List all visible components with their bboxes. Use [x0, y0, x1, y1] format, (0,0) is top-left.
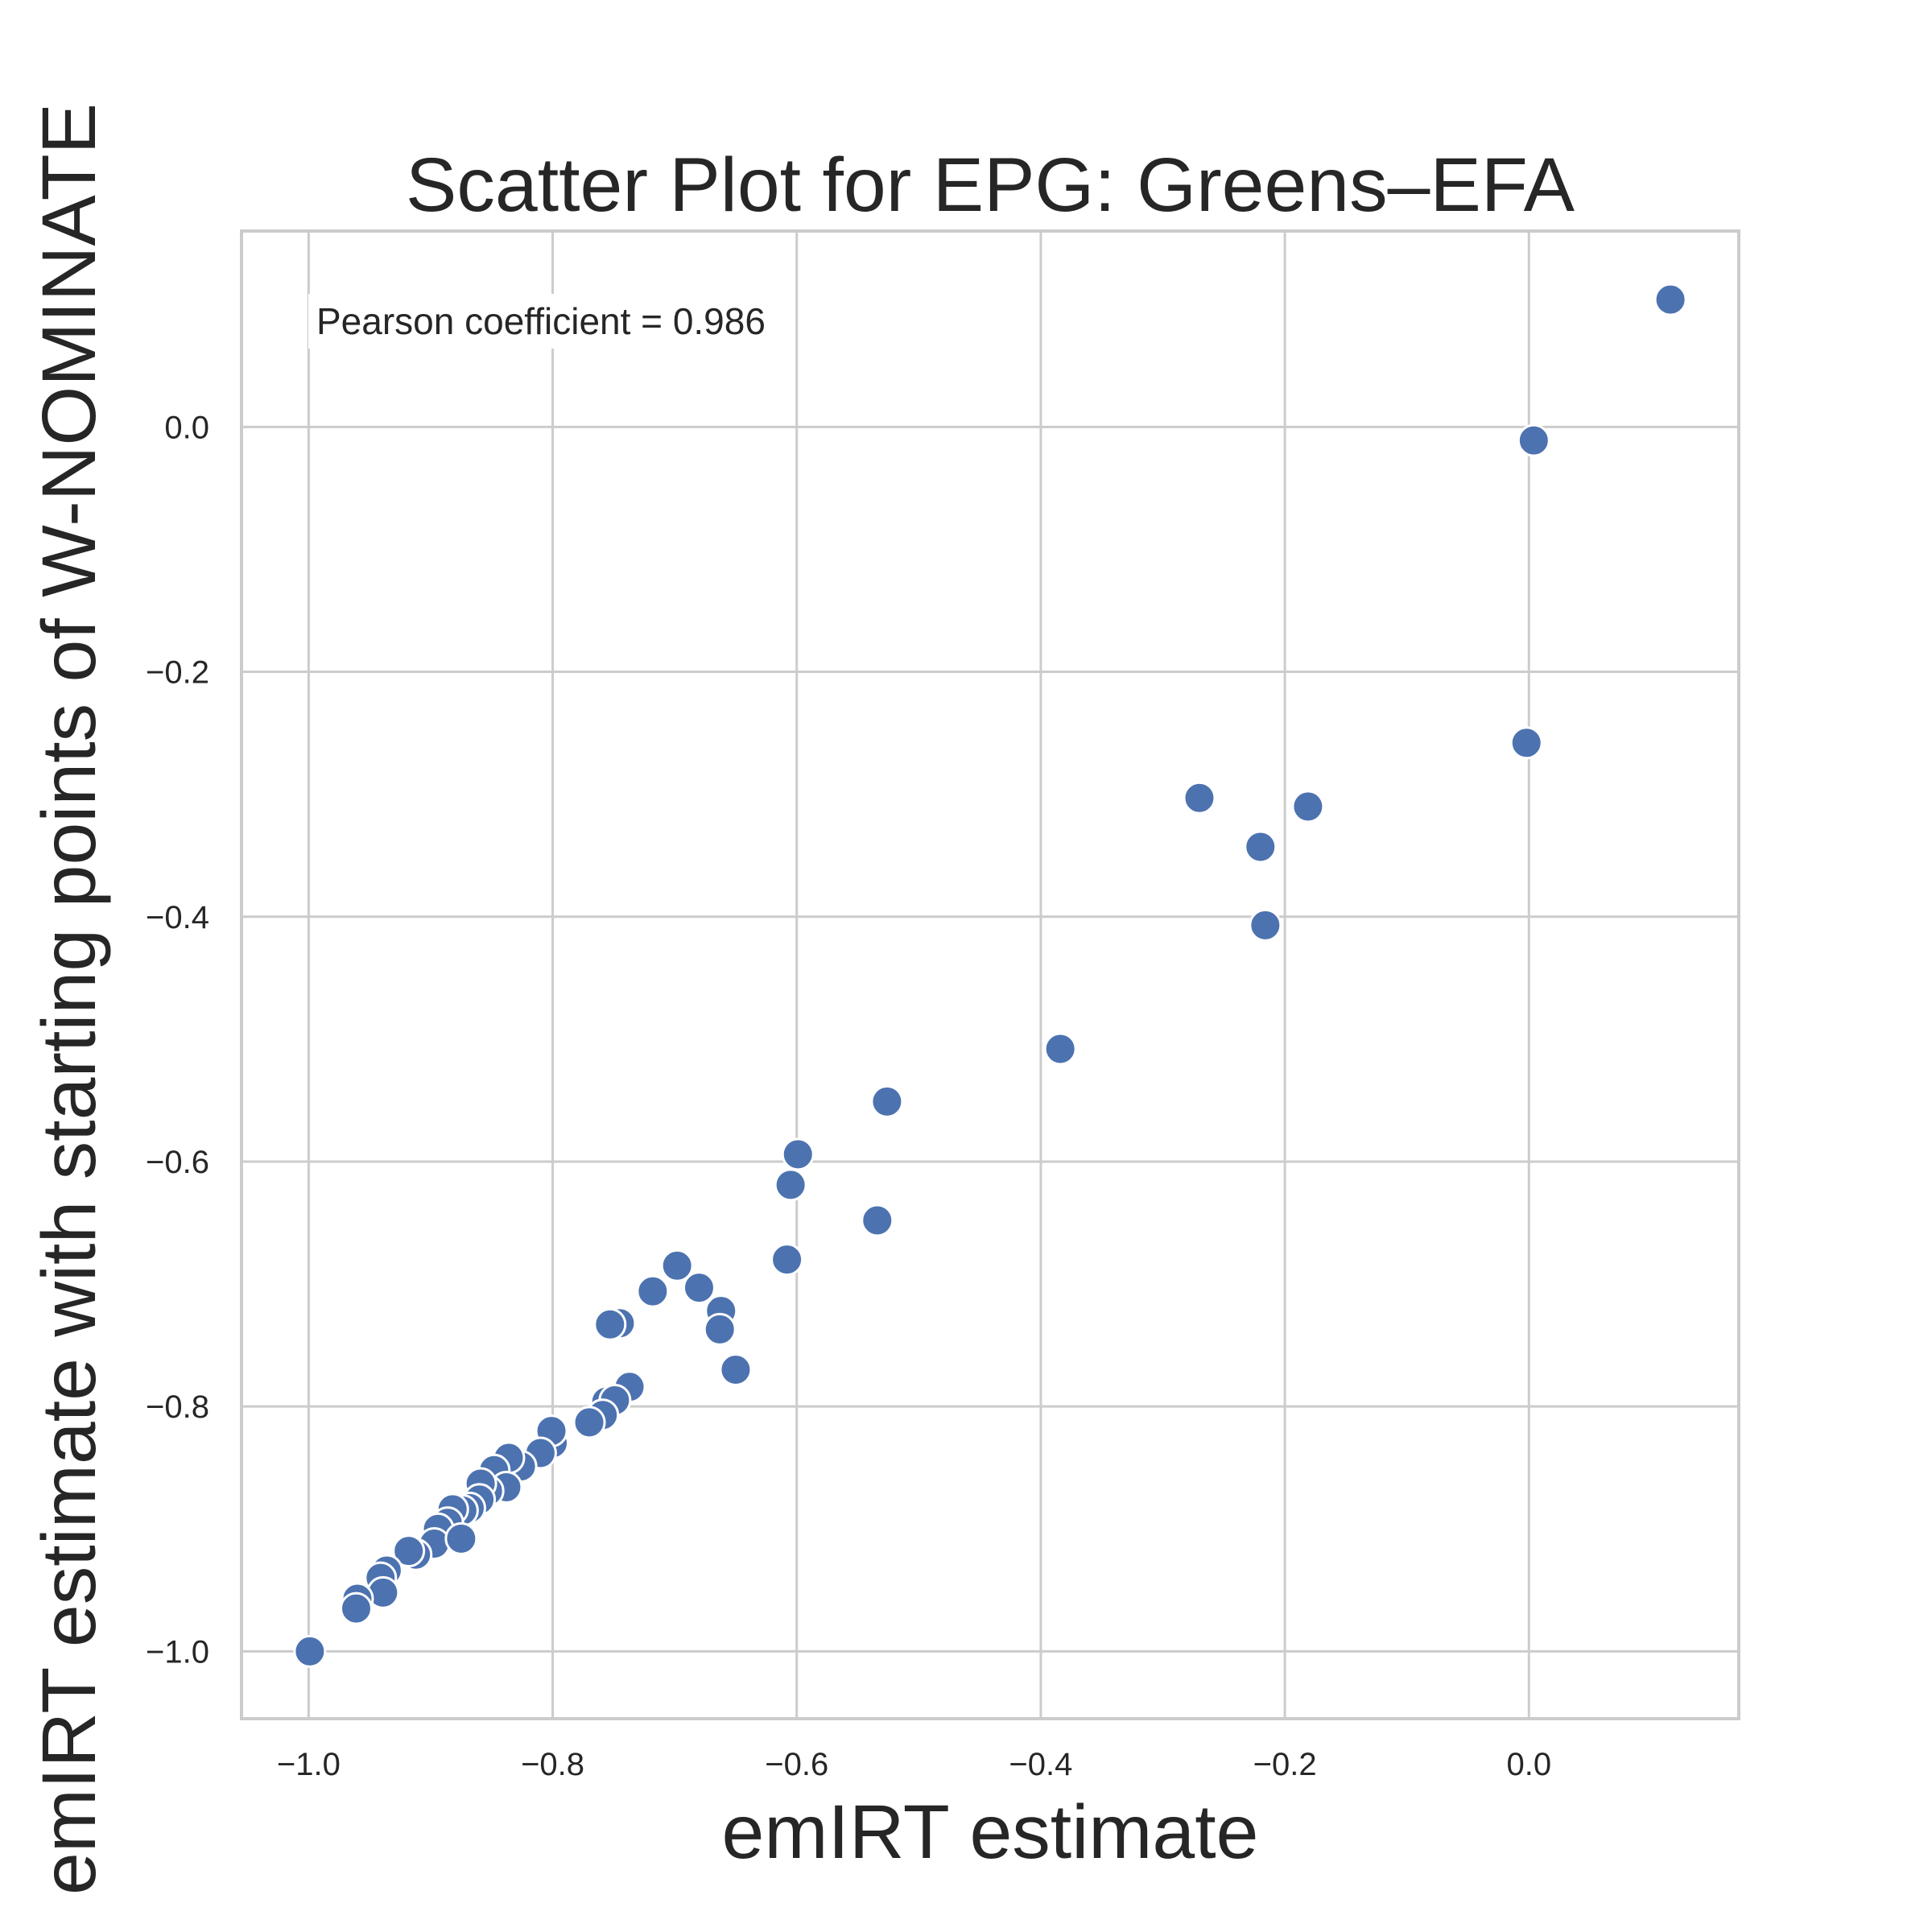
- scatter-point: [1043, 1032, 1077, 1066]
- scatter-point: [660, 1249, 694, 1282]
- x-tick-labels: −1.0 −0.8 −0.6 −0.4 −0.2 0.0: [277, 1747, 1551, 1782]
- x-axis-label: emIRT estimate: [722, 1790, 1259, 1875]
- plot-area-frame: [240, 229, 1740, 1720]
- x-tick-label: −1.0: [277, 1747, 341, 1782]
- x-tick-label: −0.6: [765, 1747, 828, 1782]
- scatter-point: [444, 1521, 478, 1555]
- scatter-point: [293, 1634, 327, 1668]
- x-tick-label: 0.0: [1506, 1747, 1551, 1782]
- y-tick-label: −0.8: [146, 1389, 209, 1425]
- y-tick-label: −1.0: [146, 1634, 209, 1670]
- scatter-point: [572, 1406, 606, 1439]
- data-points: [293, 283, 1687, 1668]
- x-tick-label: −0.4: [1009, 1747, 1072, 1782]
- scatter-point: [870, 1084, 904, 1118]
- scatter-point: [339, 1591, 373, 1625]
- scatter-point: [719, 1353, 753, 1387]
- scatter-point: [781, 1137, 815, 1171]
- y-tick-labels: −1.0 −0.8 −0.6 −0.4 −0.2 0.0: [146, 410, 209, 1670]
- scatter-point: [593, 1307, 627, 1341]
- scatter-point: [1517, 423, 1550, 457]
- pearson-annotation: Pearson coefficient = 0.986: [316, 300, 766, 342]
- scatter-point: [774, 1168, 807, 1202]
- y-axis-label: emIRT estimate with starting points of W…: [27, 103, 112, 1895]
- scatter-point: [703, 1312, 737, 1346]
- scatter-point: [682, 1271, 716, 1305]
- grid-lines: [242, 231, 1739, 1719]
- scatter-point: [1249, 908, 1282, 942]
- annotation-box: [308, 294, 774, 349]
- chart-title: Scatter Plot for EPG: Greens–EFA: [406, 142, 1575, 228]
- y-tick-label: −0.4: [146, 900, 209, 935]
- scatter-point: [636, 1274, 670, 1308]
- scatter-point: [1653, 283, 1687, 316]
- y-tick-label: 0.0: [164, 410, 209, 445]
- scatter-point: [861, 1203, 894, 1237]
- scatter-point: [1183, 781, 1216, 815]
- x-tick-label: −0.2: [1253, 1747, 1317, 1782]
- x-tick-label: −0.8: [521, 1747, 584, 1782]
- scatter-point: [392, 1534, 426, 1568]
- y-tick-label: −0.2: [146, 655, 209, 691]
- scatter-point: [1509, 726, 1543, 760]
- scatter-point: [1244, 830, 1278, 864]
- scatter-point: [1291, 790, 1325, 824]
- y-tick-label: −0.6: [146, 1145, 209, 1180]
- scatter-point: [770, 1243, 804, 1277]
